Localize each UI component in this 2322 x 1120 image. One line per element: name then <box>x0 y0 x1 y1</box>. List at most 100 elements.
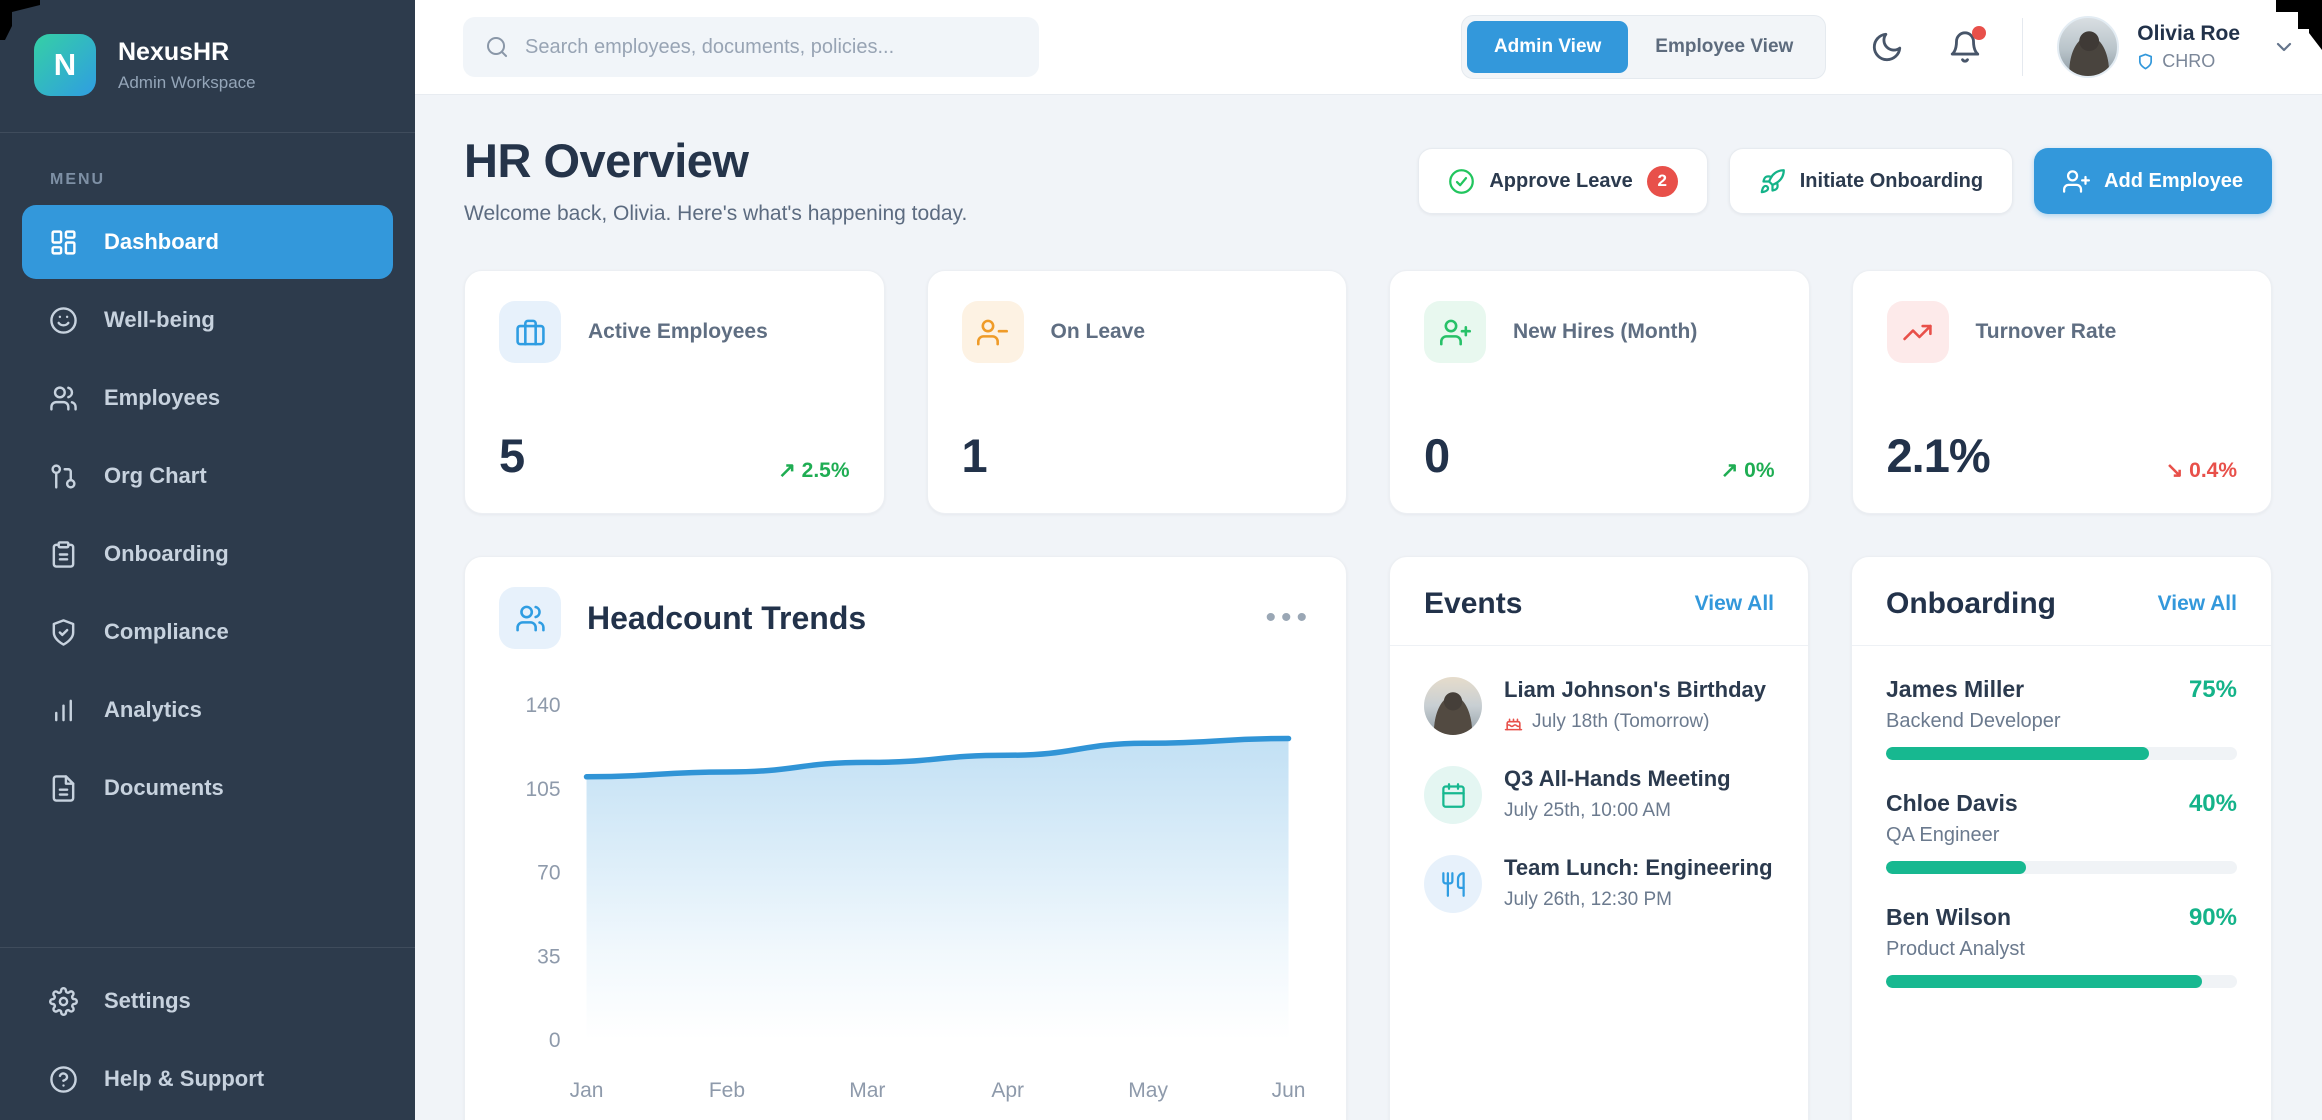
stat-delta: ↗ 0% <box>1720 459 1775 482</box>
sidebar-item-employees[interactable]: Employees <box>22 361 393 435</box>
app-tagline: Admin Workspace <box>118 72 256 92</box>
sidebar-item-label: Help & Support <box>104 1066 265 1091</box>
event-row-liam-johnson-s-birthday: Liam Johnson's Birthday July 18th (Tomorr… <box>1424 677 1774 735</box>
svg-text:105: 105 <box>525 778 560 801</box>
search-bar[interactable] <box>463 17 1039 77</box>
event-row-q3-all-hands-meeting: Q3 All-Hands Meeting July 25th, 10:00 AM <box>1424 766 1774 824</box>
event-row-team-lunch-engineering: Team Lunch: Engineering July 26th, 12:30 … <box>1424 855 1774 913</box>
bar-chart-icon <box>49 696 78 725</box>
user-menu[interactable]: Olivia Roe CHRO <box>2057 16 2296 78</box>
stats-grid: Active Employees 5 ↗ 2.5% On Leave 1 New Hire… <box>464 270 2272 514</box>
file-text-icon <box>49 774 78 803</box>
smile-icon <box>49 306 78 335</box>
stat-card-active-employees: Active Employees 5 ↗ 2.5% <box>464 270 885 514</box>
svg-text:70: 70 <box>537 862 560 885</box>
dark-mode-toggle[interactable] <box>1870 30 1904 64</box>
sidebar-item-help-support[interactable]: Help & Support <box>22 1042 393 1116</box>
shield-icon <box>2137 53 2154 70</box>
onboarding-row-chloe-davis: Chloe Davis 40% QA Engineer <box>1886 790 2237 874</box>
page-title: HR Overview <box>464 134 749 187</box>
onboarding-card: Onboarding View All James Miller 75% Backe… <box>1851 556 2272 1120</box>
svg-text:Feb: Feb <box>709 1079 745 1102</box>
sidebar-item-label: Well-being <box>104 307 215 332</box>
calendar-icon <box>1440 782 1467 809</box>
page-subtitle: Welcome back, Olivia. Here's what's happ… <box>464 202 968 225</box>
moon-icon <box>1870 32 1904 67</box>
events-view-all-link[interactable]: View All <box>1694 592 1775 615</box>
sidebar-item-label: Onboarding <box>104 541 229 566</box>
sidebar-item-analytics[interactable]: Analytics <box>22 673 393 747</box>
sidebar-divider <box>0 132 415 133</box>
sidebar-item-label: Compliance <box>104 619 229 644</box>
clipboard-icon <box>49 540 78 569</box>
employee-name: James Miller <box>1886 676 2025 702</box>
briefcase-icon <box>515 317 546 348</box>
headcount-trends-card: Headcount Trends ••• 0 35 70 105 140 Jan Feb Ma… <box>464 556 1348 1120</box>
initiate-onboarding-button[interactable]: Initiate Onboarding <box>1728 148 2014 214</box>
utensils-icon <box>1440 871 1467 898</box>
chevron-down-icon <box>2272 35 2296 59</box>
progress-bar <box>1886 975 2237 988</box>
sidebar-item-well-being[interactable]: Well-being <box>22 283 393 357</box>
sidebar-menu: Dashboard Well-being Employees Org Chart Onb… <box>0 205 415 829</box>
stat-card-turnover-rate: Turnover Rate 2.1% ↘ 0.4% <box>1851 270 2272 514</box>
employee-role: QA Engineer <box>1886 824 2000 846</box>
headcount-chart: 0 35 70 105 140 Jan Feb Mar Apr May Jun <box>525 694 1305 1102</box>
progress-percent: 40% <box>2188 790 2237 817</box>
stat-label: On Leave <box>1050 320 1146 343</box>
event-avatar <box>1424 677 1483 735</box>
org-chart-icon <box>49 462 78 491</box>
dashboard-icon <box>49 228 78 257</box>
events-card: Events View All Liam Johnson's Birthday J… <box>1389 556 1810 1120</box>
svg-text:35: 35 <box>537 945 560 968</box>
svg-text:140: 140 <box>525 694 560 717</box>
shield-check-icon <box>49 618 78 647</box>
sidebar-item-dashboard[interactable]: Dashboard <box>22 205 393 279</box>
sidebar-item-label: Analytics <box>104 697 202 722</box>
sidebar-item-documents[interactable]: Documents <box>22 751 393 825</box>
svg-text:Jan: Jan <box>570 1079 604 1102</box>
calendar-icon-circle <box>1424 766 1483 824</box>
stat-label: Active Employees <box>588 320 768 343</box>
stat-card-on-leave: On Leave 1 <box>926 270 1347 514</box>
sidebar-item-label: Documents <box>104 775 224 800</box>
more-menu-icon[interactable]: ••• <box>1265 601 1313 634</box>
user-minus-icon <box>977 317 1008 348</box>
sidebar-item-settings[interactable]: Settings <box>22 964 393 1038</box>
events-title: Events <box>1424 587 1523 620</box>
employee-role: Product Analyst <box>1886 938 2025 960</box>
event-title: Liam Johnson's Birthday <box>1504 677 1766 702</box>
employee-view-tab[interactable]: Employee View <box>1628 21 1820 73</box>
svg-text:0: 0 <box>549 1029 561 1052</box>
sidebar-item-label: Employees <box>104 385 221 410</box>
sidebar-item-onboarding[interactable]: Onboarding <box>22 517 393 591</box>
stat-label: New Hires (Month) <box>1513 320 1698 343</box>
menu-section-label: MENU <box>50 171 106 188</box>
user-plus-icon <box>2063 168 2091 195</box>
event-date: July 26th, 12:30 PM <box>1504 889 1672 910</box>
trending-up-icon <box>1902 317 1933 348</box>
sidebar-item-compliance[interactable]: Compliance <box>22 595 393 669</box>
onboarding-title: Onboarding <box>1886 587 2056 620</box>
avatar <box>2057 16 2120 78</box>
add-employee-button[interactable]: Add Employee <box>2034 148 2272 214</box>
notifications-button[interactable] <box>1948 26 1987 64</box>
admin-view-tab[interactable]: Admin View <box>1466 21 1629 73</box>
stat-delta: ↘ 0.4% <box>2165 459 2237 482</box>
pending-count-badge: 2 <box>1646 165 1678 197</box>
button-label: Add Employee <box>2104 169 2243 192</box>
search-input[interactable] <box>525 35 1017 59</box>
event-date: July 25th, 10:00 AM <box>1504 800 1671 821</box>
stat-card-new-hires-month: New Hires (Month) 0 ↗ 0% <box>1389 270 1810 514</box>
progress-percent: 75% <box>2188 676 2237 703</box>
employee-role: Backend Developer <box>1886 710 2061 732</box>
view-toggle: Admin View Employee View <box>1460 15 1827 79</box>
briefcase-icon-tile <box>499 301 561 363</box>
approve-leave-button[interactable]: Approve Leave 2 <box>1418 148 1708 214</box>
onboarding-view-all-link[interactable]: View All <box>2157 592 2237 615</box>
sidebar-item-label: Settings <box>104 988 191 1013</box>
sidebar-footer: Settings Help & Support <box>0 947 415 1120</box>
onboarding-divider <box>1852 645 2271 646</box>
sidebar-item-org-chart[interactable]: Org Chart <box>22 439 393 513</box>
page-actions: Approve Leave 2 Initiate Onboarding Add Emp… <box>1418 148 2272 214</box>
